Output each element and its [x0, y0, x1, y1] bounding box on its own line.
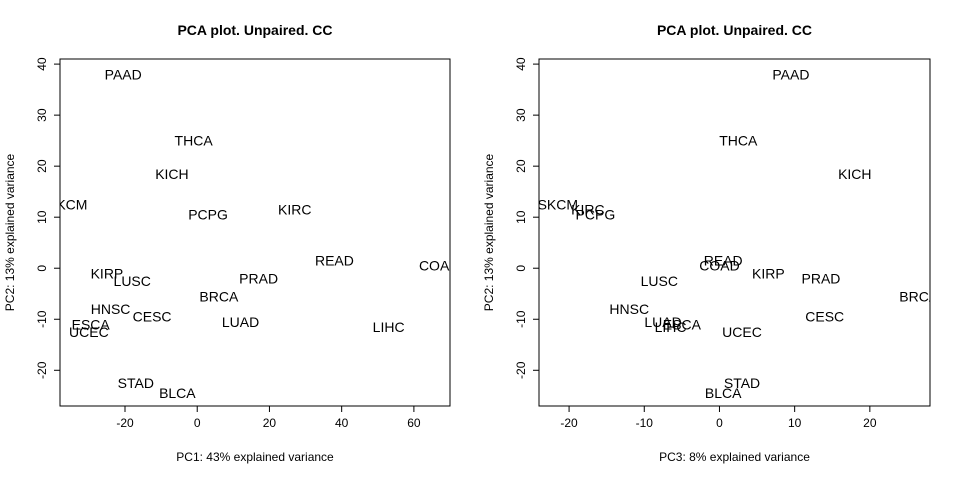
point-label-lihc: LIHC — [373, 319, 405, 335]
point-label-pcpg: PCPG — [188, 207, 228, 223]
plot-frame — [59, 58, 451, 407]
point-label-ucec: UCEC — [722, 324, 762, 340]
point-label-esca: ESCA — [663, 316, 702, 332]
plot-frame — [538, 58, 931, 407]
point-label-paad: PAAD — [105, 66, 142, 82]
y-tick-label: 20 — [514, 159, 528, 173]
y-tick-label: 0 — [514, 265, 528, 272]
point-label-cesc: CESC — [805, 309, 844, 325]
point-label-paad: PAAD — [772, 66, 809, 82]
point-label-skcm: SKCM — [47, 196, 87, 212]
point-label-luad: LUAD — [222, 314, 259, 330]
x-tick-label: -10 — [636, 416, 654, 430]
point-label-brca: BRCA — [199, 288, 239, 304]
y-tick-label: -20 — [35, 361, 49, 379]
point-label-cesc: CESC — [133, 309, 172, 325]
point-label-lusc: LUSC — [114, 273, 151, 289]
x-tick-label: -20 — [560, 416, 578, 430]
y-tick-label: 10 — [35, 210, 49, 224]
x-axis-label: PC1: 43% explained variance — [176, 450, 334, 464]
point-label-kirc: KIRC — [571, 202, 604, 218]
point-label-read: READ — [704, 253, 743, 269]
point-label-blca: BLCA — [159, 385, 196, 401]
point-label-kirp: KIRP — [752, 265, 785, 281]
y-tick-label: -20 — [514, 361, 528, 379]
x-tick-label: 60 — [407, 416, 421, 430]
pca-panel-pc3-pc2: PCA plot. Unpaired. CC PC3: 8% explained … — [482, 22, 939, 464]
x-tick-label: -20 — [116, 416, 134, 430]
point-label-coad: COAD — [419, 258, 459, 274]
point-label-skcm: SKCM — [538, 196, 578, 212]
point-label-luad: LUAD — [644, 314, 681, 330]
point-labels: PAAD THCA KICH SKCM PCPG KIRC READ COAD KIRPLUSC… — [47, 66, 459, 401]
point-label-stad: STAD — [118, 375, 154, 391]
y-tick-label: 30 — [35, 108, 49, 122]
point-label-read: READ — [315, 253, 354, 269]
point-label-ucec: UCEC — [69, 324, 109, 340]
point-label-lusc: LUSC — [641, 273, 678, 289]
x-tick-label: 20 — [863, 416, 877, 430]
point-label-prad: PRAD — [802, 270, 841, 286]
y-tick-label: -10 — [514, 310, 528, 328]
x-tick-label: 40 — [335, 416, 349, 430]
point-label-blca: BLCA — [705, 385, 742, 401]
point-label-coad: COAD — [699, 258, 739, 274]
point-label-stad: STAD — [724, 375, 760, 391]
point-label-hnsc: HNSC — [609, 301, 649, 317]
point-label-thca: THCA — [175, 133, 214, 149]
point-label-esca: ESCA — [72, 316, 111, 332]
point-label-kich: KICH — [838, 166, 871, 182]
point-label-hnsc: HNSC — [91, 301, 131, 317]
point-label-prad: PRAD — [239, 270, 278, 286]
x-tick-label: 0 — [716, 416, 723, 430]
x-tick-label: 0 — [194, 416, 201, 430]
point-label-thca: THCA — [719, 133, 758, 149]
point-label-brca: BRCA — [899, 288, 939, 304]
point-label-pcpg: PCPG — [576, 207, 616, 223]
pca-panel-pc1-pc2: PCA plot. Unpaired. CC PC1: 43% explained… — [3, 22, 459, 464]
y-tick-label: 0 — [35, 265, 49, 272]
point-label-lihc: LIHC — [655, 319, 687, 335]
y-axis-label: PC2: 13% explained variance — [482, 153, 496, 311]
x-tick-label: 20 — [263, 416, 277, 430]
y-tick-label: 40 — [35, 57, 49, 71]
y-tick-label: 10 — [514, 210, 528, 224]
y-axis-label: PC2: 13% explained variance — [3, 153, 17, 311]
point-label-kirc: KIRC — [278, 202, 311, 218]
y-tick-label: 30 — [514, 108, 528, 122]
x-axis-label: PC3: 8% explained variance — [659, 450, 810, 464]
point-label-kich: KICH — [155, 166, 188, 182]
y-tick-label: -10 — [35, 310, 49, 328]
y-tick-label: 40 — [514, 57, 528, 71]
x-tick-label: 10 — [788, 416, 802, 430]
chart-title: PCA plot. Unpaired. CC — [657, 22, 812, 38]
chart-title: PCA plot. Unpaired. CC — [177, 22, 332, 38]
point-label-kirp: KIRP — [91, 265, 124, 281]
y-tick-label: 20 — [35, 159, 49, 173]
